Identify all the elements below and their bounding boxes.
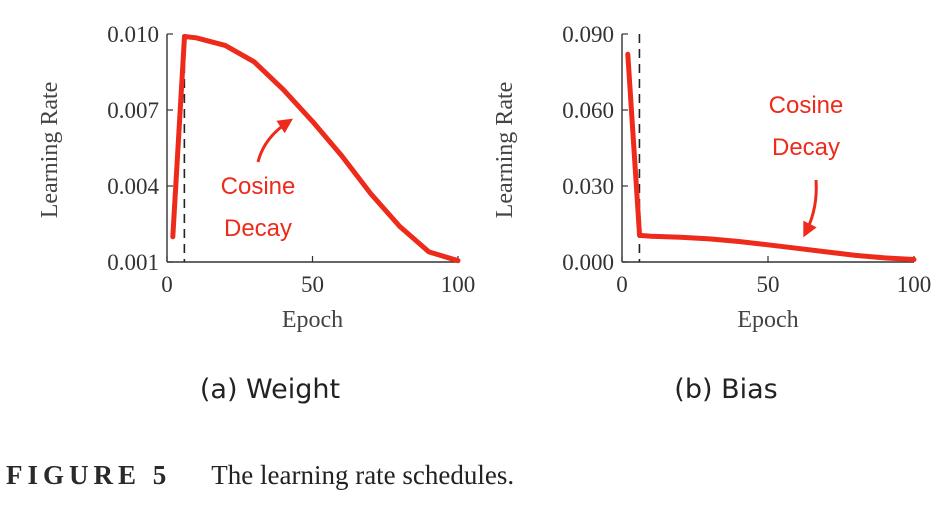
y-axis-label: Learning Rate: [37, 82, 63, 219]
series-line-warmup: [625, 51, 642, 237]
y-tick-label: 0.030: [562, 174, 614, 199]
x-tick-label: 100: [441, 272, 476, 297]
chart-subtitle: (a) Weight: [200, 374, 340, 405]
chart-b: 0.000 0.030 0.060 0.090 0 50 100 Epoch Learning …: [492, 22, 931, 405]
annotation-arrow: [803, 179, 818, 238]
chart-a: 0.001 0.004 0.007 0.010 0 50 100 Epoch Learning …: [37, 22, 475, 405]
annotation-line-1: Cosine: [769, 92, 844, 119]
y-tick-label: 0.010: [107, 22, 159, 47]
chart-subtitle: (b) Bias: [674, 374, 777, 405]
x-tick-label: 0: [616, 272, 628, 297]
figure-caption: FIGURE 5 The learning rate schedules.: [6, 460, 514, 491]
series-line-cosine: [182, 34, 461, 264]
y-tick-label: 0.000: [562, 250, 614, 275]
x-tick-label: 0: [161, 272, 173, 297]
x-axis-label: Epoch: [282, 307, 343, 333]
y-tick-label: 0.004: [107, 174, 159, 199]
y-tick-label: 0.007: [107, 98, 159, 123]
annotation-line-2: Decay: [224, 215, 292, 242]
y-tick-label: 0.060: [562, 98, 614, 123]
annotation-line-1: Cosine: [221, 173, 296, 200]
series-line-warmup: [170, 34, 187, 240]
x-tick-label: 50: [757, 272, 780, 297]
y-tick-label: 0.090: [562, 22, 614, 47]
annotation-line-2: Decay: [772, 134, 840, 161]
figure-charts: 0.001 0.004 0.007 0.010 0 50 100 Epoch Learning …: [37, 22, 931, 405]
figure-caption-text: The learning rate schedules.: [211, 460, 515, 490]
x-tick-label: 100: [897, 272, 932, 297]
x-axis-label: Epoch: [737, 307, 798, 333]
annotation-arrow: [256, 118, 293, 163]
y-axis-label: Learning Rate: [492, 82, 518, 219]
series-line-cosine: [637, 232, 917, 262]
figure-label: FIGURE 5: [6, 460, 172, 490]
x-tick-label: 50: [301, 272, 324, 297]
y-tick-label: 0.001: [107, 250, 159, 275]
